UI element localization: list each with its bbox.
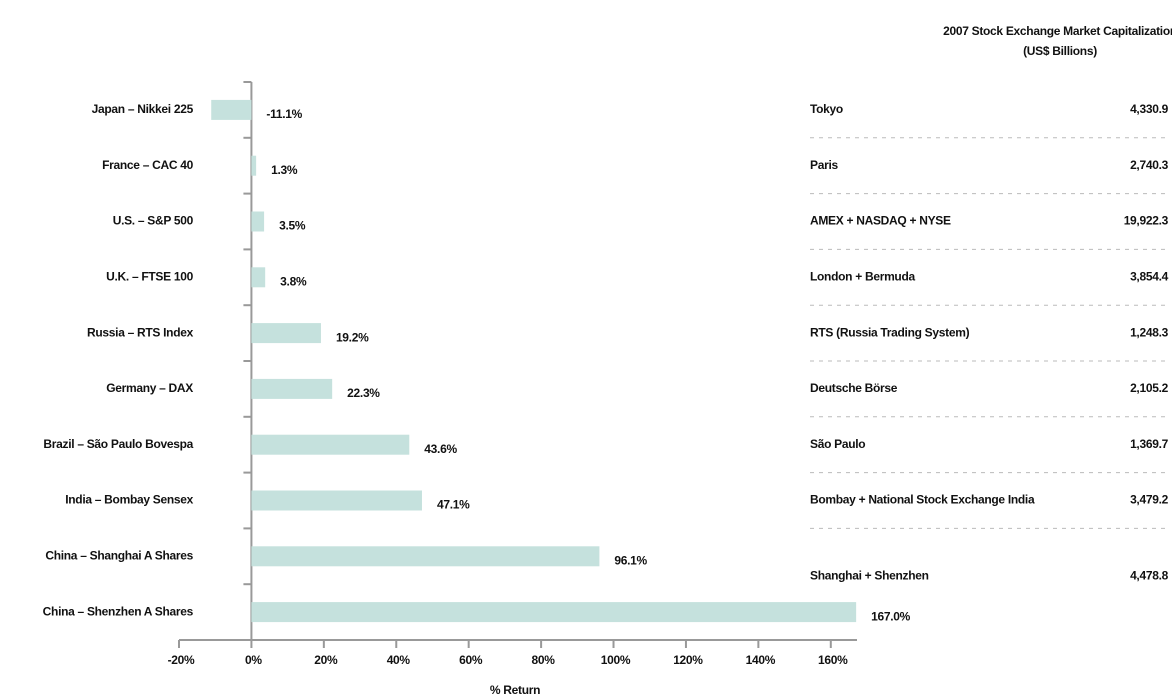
value-label: 3.8% xyxy=(280,274,307,288)
table-value: 2,740.3 xyxy=(1130,158,1169,172)
bar xyxy=(251,378,333,399)
value-label: -11.1% xyxy=(266,107,302,121)
bar xyxy=(251,267,266,288)
y-tick-label: Japan – Nikkei 225 xyxy=(92,102,194,116)
x-tick-label: 160% xyxy=(818,653,848,667)
bar xyxy=(251,546,600,567)
table-exchange: Deutsche Börse xyxy=(810,381,898,395)
y-tick-label: India – Bombay Sensex xyxy=(65,493,193,507)
bar xyxy=(251,602,857,623)
x-tick-label: 0% xyxy=(245,653,262,667)
value-label: 3.5% xyxy=(279,219,306,233)
table-exchange: São Paulo xyxy=(810,437,865,451)
x-axis-label: % Return xyxy=(490,683,540,697)
y-tick-label: U.S. – S&P 500 xyxy=(113,214,194,228)
value-label: 22.3% xyxy=(347,386,380,400)
value-label: 43.6% xyxy=(424,442,457,456)
y-tick-label: Brazil – São Paulo Bovespa xyxy=(43,437,193,451)
table-value: 4,478.8 xyxy=(1130,568,1169,582)
y-tick-label: France – CAC 40 xyxy=(102,158,193,172)
x-tick-label: 40% xyxy=(387,653,411,667)
table-value: 2,105.2 xyxy=(1130,381,1169,395)
bar xyxy=(251,434,410,455)
table-title: 2007 Stock Exchange Market Capitalizatio… xyxy=(943,24,1172,38)
x-tick-label: -20% xyxy=(168,653,195,667)
x-tick-label: 60% xyxy=(459,653,483,667)
x-tick-label: 100% xyxy=(601,653,631,667)
y-tick-label: China – Shanghai A Shares xyxy=(45,548,193,562)
table-value: 4,330.9 xyxy=(1130,102,1169,116)
table-value: 19,922.3 xyxy=(1124,214,1169,228)
table-exchange: Tokyo xyxy=(810,102,843,116)
table-exchange: RTS (Russia Trading System) xyxy=(810,325,970,339)
table-exchange: Paris xyxy=(810,158,838,172)
value-label: 1.3% xyxy=(271,163,298,177)
bar xyxy=(251,323,321,344)
table-subtitle: (US$ Billions) xyxy=(1023,44,1097,58)
table-value: 3,854.4 xyxy=(1130,269,1169,283)
table-exchange: London + Bermuda xyxy=(810,269,915,283)
bar xyxy=(251,490,422,511)
table-value: 1,369.7 xyxy=(1130,437,1169,451)
value-label: 19.2% xyxy=(336,330,369,344)
x-tick-label: 140% xyxy=(746,653,776,667)
table-exchange: AMEX + NASDAQ + NYSE xyxy=(810,214,951,228)
x-tick-label: 80% xyxy=(532,653,556,667)
bar xyxy=(211,99,252,120)
table-exchange: Bombay + National Stock Exchange India xyxy=(810,493,1035,507)
y-tick-label: U.K. – FTSE 100 xyxy=(106,269,193,283)
table-value: 3,479.2 xyxy=(1130,493,1169,507)
y-tick-label: Germany – DAX xyxy=(106,381,193,395)
y-tick-label: Russia – RTS Index xyxy=(87,325,194,339)
bar xyxy=(251,155,257,176)
bar xyxy=(251,211,265,232)
value-label: 96.1% xyxy=(614,553,647,567)
x-tick-label: 20% xyxy=(314,653,338,667)
table-value: 1,248.3 xyxy=(1130,325,1169,339)
table-exchange: Shanghai + Shenzhen xyxy=(810,568,929,582)
value-label: 167.0% xyxy=(871,609,911,623)
y-tick-label: China – Shenzhen A Shares xyxy=(43,604,194,618)
x-tick-label: 120% xyxy=(673,653,703,667)
value-label: 47.1% xyxy=(437,498,470,512)
